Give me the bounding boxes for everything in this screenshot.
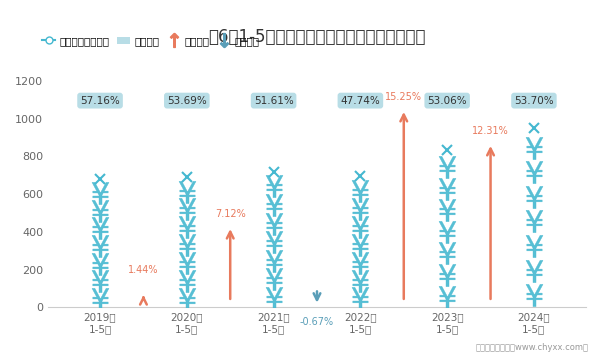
Text: 制图：智研咨询（www.chyxx.com）: 制图：智研咨询（www.chyxx.com） <box>476 344 589 352</box>
Text: 47.74%: 47.74% <box>341 96 380 106</box>
Text: -0.67%: -0.67% <box>300 317 334 327</box>
Text: 7.12%: 7.12% <box>215 209 246 219</box>
Text: 53.06%: 53.06% <box>427 96 467 106</box>
Text: 53.70%: 53.70% <box>514 96 554 106</box>
Text: 12.31%: 12.31% <box>472 126 509 136</box>
Text: 53.69%: 53.69% <box>167 96 207 106</box>
Text: 15.25%: 15.25% <box>385 91 423 101</box>
Legend: 累计保费（亿元）, 寿险占比, 同比增加, 同比减少: 累计保费（亿元）, 寿险占比, 同比增加, 同比减少 <box>43 36 259 46</box>
Text: 51.61%: 51.61% <box>254 96 293 106</box>
Title: 近6年1-5月深圳市累计原保险保费收入统计图: 近6年1-5月深圳市累计原保险保费收入统计图 <box>208 28 426 46</box>
Text: 1.44%: 1.44% <box>128 265 159 275</box>
Text: 57.16%: 57.16% <box>80 96 120 106</box>
